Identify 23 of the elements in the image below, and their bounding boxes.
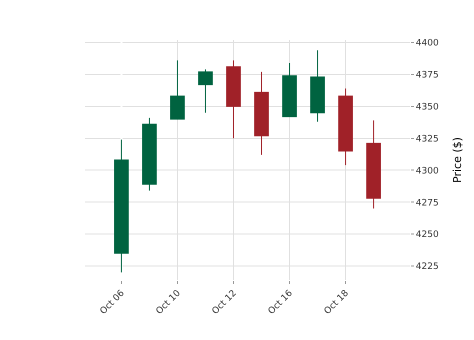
candlestick xyxy=(366,120,381,210)
candlestick xyxy=(282,62,297,118)
candlestick xyxy=(142,117,157,192)
y-tick-label: 4325 xyxy=(416,134,439,144)
y-tick-label: 4250 xyxy=(416,230,439,240)
x-tick-label: Oct 12 xyxy=(210,288,239,317)
x-tick-label: Oct 06 xyxy=(98,288,127,317)
y-tick-label: 4350 xyxy=(416,102,439,113)
candlestick xyxy=(226,60,241,139)
y-axis-title: Price ($) xyxy=(451,137,464,183)
y-tick-label: 4225 xyxy=(416,262,439,272)
x-tick-label: Oct 18 xyxy=(322,288,352,317)
candlestick xyxy=(254,71,269,156)
candlestick xyxy=(198,68,213,114)
candlestick xyxy=(170,60,185,120)
x-tick-label: Oct 10 xyxy=(154,288,183,317)
y-tick-label: 4300 xyxy=(416,166,439,176)
x-tick-label: Oct 16 xyxy=(266,288,296,317)
y-tick-label: 4375 xyxy=(416,70,439,81)
candlestick xyxy=(310,50,325,122)
y-tick-label: 4275 xyxy=(416,198,439,208)
y-tick-label: 4400 xyxy=(416,38,439,49)
candlestick xyxy=(338,88,353,166)
